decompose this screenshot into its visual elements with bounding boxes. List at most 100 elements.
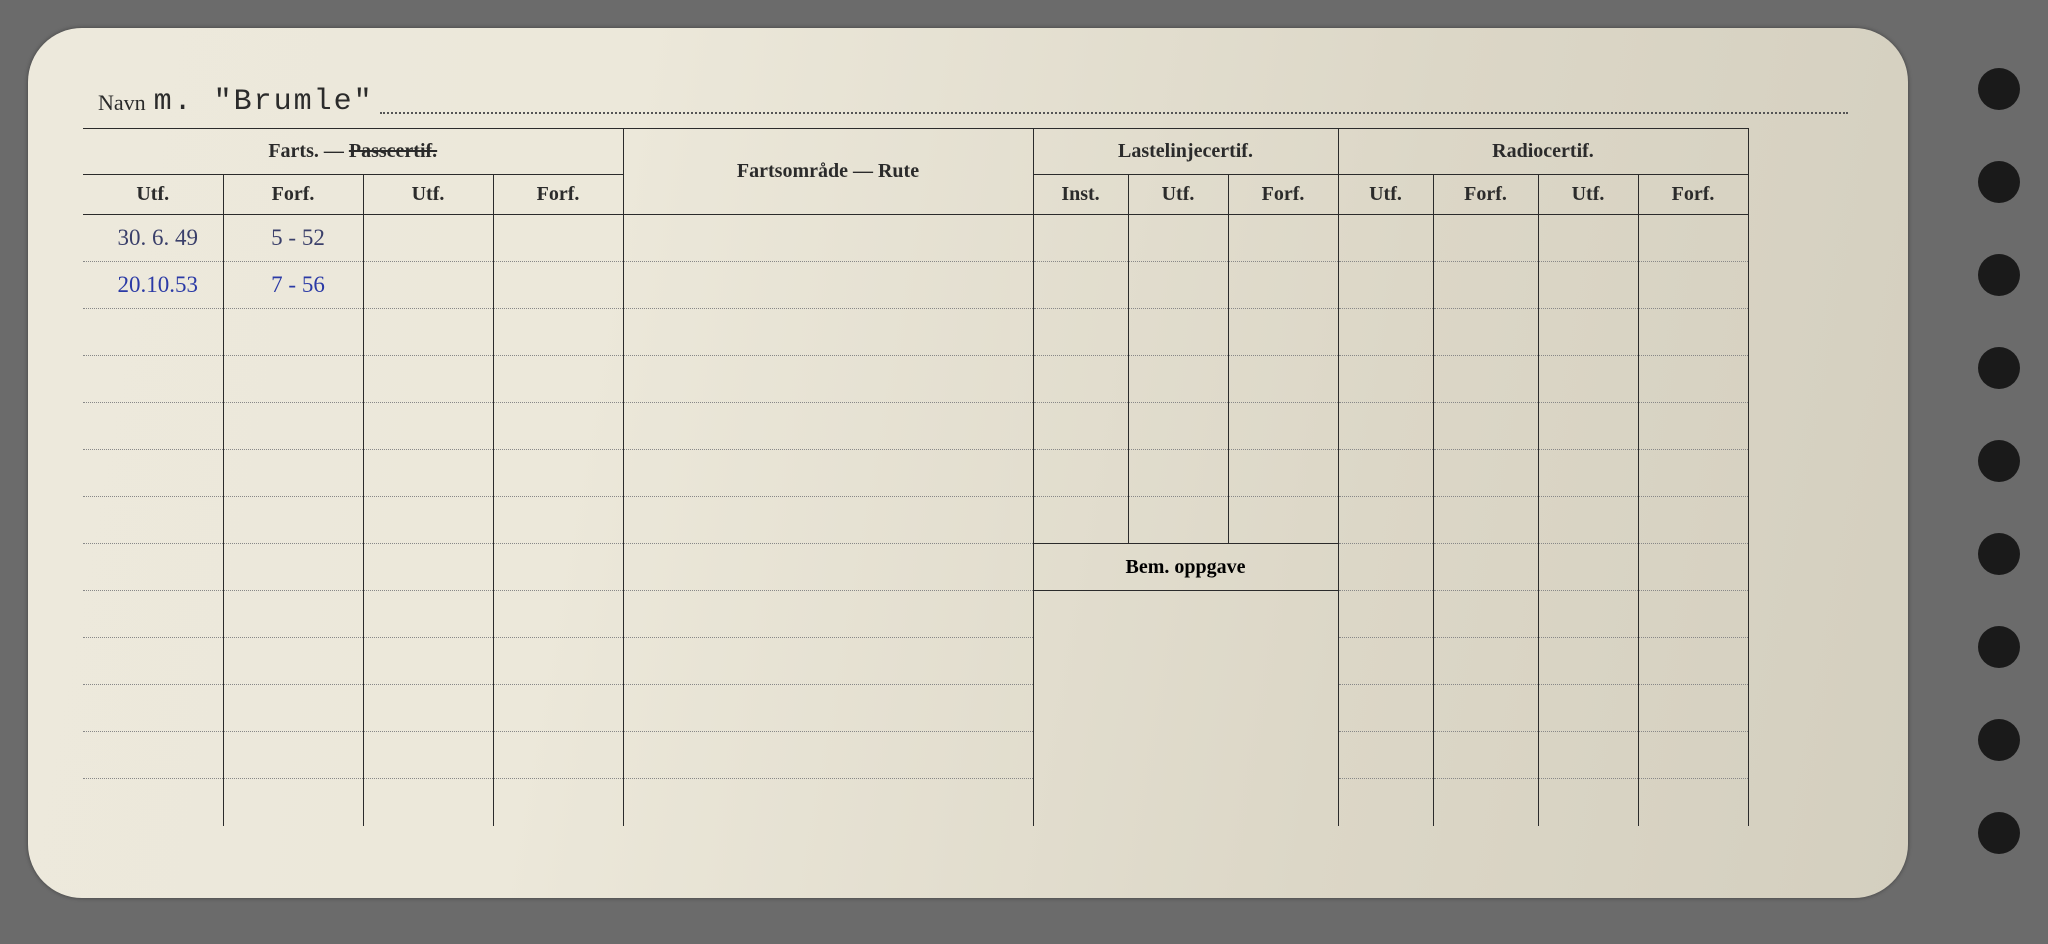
cell	[1638, 685, 1748, 732]
cell	[493, 262, 623, 309]
cell	[623, 403, 1033, 450]
cell	[1338, 685, 1433, 732]
cell	[223, 732, 363, 779]
cell	[223, 309, 363, 356]
cell	[1128, 262, 1228, 309]
cell	[1638, 638, 1748, 685]
cell	[623, 356, 1033, 403]
table-row	[83, 356, 1748, 403]
cell	[1638, 403, 1748, 450]
table-row	[83, 732, 1748, 779]
cell	[493, 309, 623, 356]
cell	[493, 685, 623, 732]
cell	[1538, 779, 1638, 826]
cell	[493, 544, 623, 591]
cell	[223, 779, 363, 826]
cell	[1128, 309, 1228, 356]
cell	[1228, 309, 1338, 356]
cell	[223, 450, 363, 497]
farts-label: Farts. —	[268, 140, 349, 162]
name-row: Navn m. "Brumle"	[98, 78, 1848, 118]
table-row	[83, 591, 1748, 638]
cell	[363, 591, 493, 638]
cell	[1538, 591, 1638, 638]
header-inst: Inst.	[1033, 175, 1128, 215]
binder-hole	[1978, 440, 2020, 482]
bem-oppgave-header: Bem. oppgave	[1033, 544, 1338, 591]
cell	[363, 779, 493, 826]
cell: 30. 6. 49	[83, 215, 223, 262]
binder-hole	[1978, 347, 2020, 389]
cell	[1638, 544, 1748, 591]
header-utf-2: Utf.	[363, 175, 493, 215]
table-row	[83, 638, 1748, 685]
cell	[1338, 732, 1433, 779]
bem-oppgave-box	[1033, 591, 1338, 826]
header-utf-4: Utf.	[1338, 175, 1433, 215]
header-row-1: Farts. — Passcertif. Fartsområde — Rute …	[83, 129, 1748, 175]
index-card: Navn m. "Brumle" Farts. — Passcertif. Fa…	[28, 28, 1908, 898]
cell	[1638, 450, 1748, 497]
cell	[83, 309, 223, 356]
cell	[1033, 356, 1128, 403]
cell	[223, 356, 363, 403]
cell	[623, 591, 1033, 638]
cell	[1538, 450, 1638, 497]
cell	[223, 544, 363, 591]
cell	[83, 591, 223, 638]
binder-hole	[1978, 533, 2020, 575]
cell	[1433, 215, 1538, 262]
header-forf-5: Forf.	[1638, 175, 1748, 215]
cell	[493, 403, 623, 450]
cell	[1338, 215, 1433, 262]
cell: 5 - 52	[223, 215, 363, 262]
cell	[1228, 403, 1338, 450]
table-row-bem-header: Bem. oppgave	[83, 544, 1748, 591]
cell	[1433, 450, 1538, 497]
table-row: 30. 6. 495 - 52	[83, 215, 1748, 262]
cell	[1433, 356, 1538, 403]
cell	[1538, 732, 1638, 779]
header-forf-2: Forf.	[493, 175, 623, 215]
table-row	[83, 403, 1748, 450]
cell	[1638, 591, 1748, 638]
cell	[1538, 215, 1638, 262]
cell	[363, 403, 493, 450]
cell	[83, 779, 223, 826]
name-label: Navn	[98, 90, 146, 116]
cell	[1128, 450, 1228, 497]
binder-hole	[1978, 719, 2020, 761]
cell	[1228, 450, 1338, 497]
cell	[1538, 356, 1638, 403]
cell	[1433, 685, 1538, 732]
cell	[1128, 497, 1228, 544]
cell	[363, 732, 493, 779]
cell	[1338, 356, 1433, 403]
table-body: 30. 6. 495 - 5220.10.537 - 56Bem. oppgav…	[83, 215, 1748, 826]
cell	[1433, 779, 1538, 826]
cell	[1228, 497, 1338, 544]
cell	[493, 779, 623, 826]
cell	[223, 497, 363, 544]
cell	[1338, 779, 1433, 826]
cell	[1433, 262, 1538, 309]
cell	[223, 403, 363, 450]
cell	[1433, 544, 1538, 591]
cell	[1338, 450, 1433, 497]
cell	[1433, 591, 1538, 638]
binder-hole	[1978, 812, 2020, 854]
header-radio: Radiocertif.	[1338, 129, 1748, 175]
cell	[1433, 403, 1538, 450]
cell	[493, 450, 623, 497]
cell	[1033, 215, 1128, 262]
cell	[623, 497, 1033, 544]
cell	[1338, 403, 1433, 450]
cell	[1338, 544, 1433, 591]
cell	[1433, 309, 1538, 356]
cell	[623, 544, 1033, 591]
cell	[363, 497, 493, 544]
cell	[83, 732, 223, 779]
ledger-table: Farts. — Passcertif. Fartsområde — Rute …	[83, 128, 1749, 826]
cell	[363, 262, 493, 309]
binder-hole	[1978, 161, 2020, 203]
